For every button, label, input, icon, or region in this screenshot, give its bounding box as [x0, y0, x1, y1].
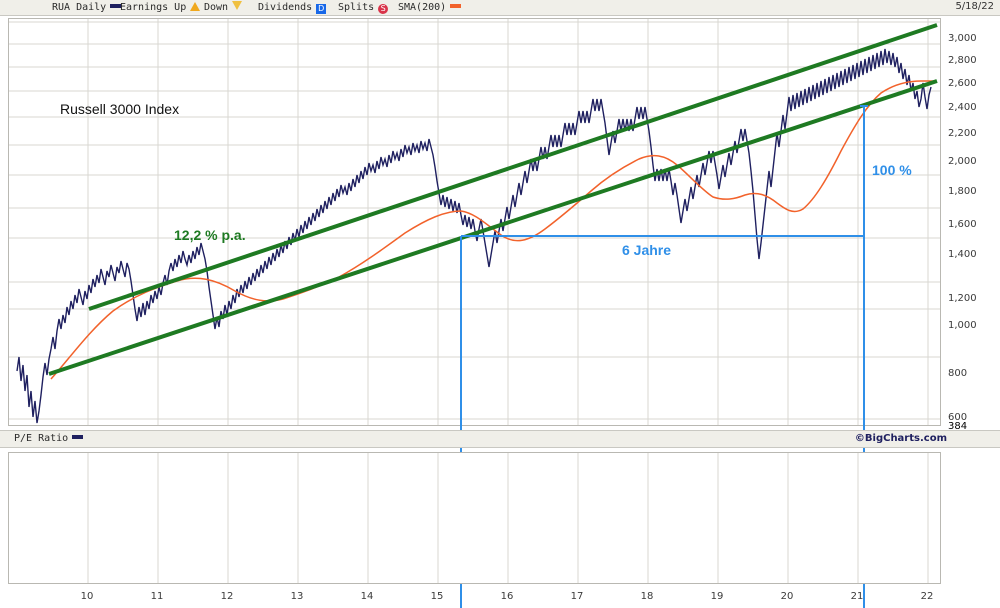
legend-item-symbol[interactable]: RUA Daily: [52, 1, 122, 14]
legend-item-splits[interactable]: Splits S: [338, 1, 389, 14]
x-tick-label: 19: [710, 591, 724, 602]
y-tick-label: 2,200: [948, 128, 977, 139]
triangle-up-icon: [190, 2, 201, 11]
price-chart-panel[interactable]: [8, 18, 941, 426]
y-tick-label: 1,200: [948, 293, 977, 304]
pe-legend-bar: P/E Ratio ©BigCharts.com: [0, 430, 1000, 448]
legend-symbol-label: RUA Daily: [52, 2, 107, 13]
price-y-axis: 3,000 2,800 2,600 2,400 2,200 2,000 1,80…: [944, 18, 1000, 432]
price-series-plot: [16, 23, 938, 424]
legend-item-earnings-up[interactable]: Earnings Up: [120, 1, 201, 14]
split-badge-icon: S: [378, 4, 389, 14]
legend-dividends-label: Dividends: [258, 2, 313, 13]
x-tick-label: 17: [570, 591, 584, 602]
x-tick-label: 20: [780, 591, 794, 602]
y-tick-label: 2,600: [948, 78, 977, 89]
channel-lower-line: [48, 79, 938, 376]
gain-annotation: 100 %: [872, 162, 912, 178]
x-tick-label: 10: [80, 591, 94, 602]
time-x-axis: 10 11 12 13 14 15 16 17 18 19 20 21 22: [8, 586, 941, 608]
triangle-down-icon: [232, 1, 243, 10]
chart-legend-bar: RUA Daily Earnings Up Down Dividends D Sp…: [0, 0, 1000, 16]
chart-title-annotation: Russell 3000 Index: [60, 101, 180, 117]
legend-item-dividends[interactable]: Dividends D: [258, 1, 327, 14]
pe-legend-item[interactable]: P/E Ratio: [14, 433, 84, 444]
duration-annotation: 6 Jahre: [622, 242, 672, 258]
y-tick-label: 1,000: [948, 320, 977, 331]
x-tick-label: 12: [220, 591, 234, 602]
navy-line-swatch-icon: [110, 4, 122, 8]
price-grid: [9, 19, 940, 425]
x-tick-label: 15: [430, 591, 444, 602]
quote-date: 5/18/22: [955, 1, 994, 12]
pe-ratio-panel[interactable]: [8, 452, 941, 584]
y-tick-label: 1,400: [948, 249, 977, 260]
legend-item-sma[interactable]: SMA(200): [398, 1, 462, 14]
navy-line-swatch-icon: [72, 435, 84, 439]
legend-item-earnings-down[interactable]: Down: [204, 1, 243, 14]
y-tick-label: 600: [948, 412, 968, 423]
x-tick-label: 21: [850, 591, 864, 602]
pe-legend-label: P/E Ratio: [14, 433, 69, 444]
y-tick-label: 3,000: [948, 33, 977, 44]
x-tick-label: 13: [290, 591, 304, 602]
pe-grid: [87, 453, 929, 583]
y-tick-label: 2,000: [948, 156, 977, 167]
y-tick-label: 1,600: [948, 219, 977, 230]
price-line-rua: [16, 48, 932, 424]
y-tick-label: 800: [948, 368, 968, 379]
x-tick-label: 14: [360, 591, 374, 602]
dividend-badge-icon: D: [316, 4, 327, 14]
legend-sma-label: SMA(200): [398, 2, 447, 13]
x-tick-label: 18: [640, 591, 654, 602]
orange-line-swatch-icon: [450, 4, 462, 8]
y-tick-label-last: 384: [948, 421, 968, 432]
x-tick-label: 11: [150, 591, 164, 602]
legend-splits-label: Splits: [338, 2, 375, 13]
x-tick-label: 16: [500, 591, 514, 602]
bigcharts-watermark: ©BigCharts.com: [854, 433, 947, 444]
legend-earnings-down-label: Down: [204, 2, 229, 13]
y-tick-label: 1,800: [948, 186, 977, 197]
sma200-line: [50, 80, 934, 380]
legend-earnings-up-label: Earnings Up: [120, 2, 187, 13]
cagr-annotation: 12,2 % p.a.: [174, 227, 246, 243]
channel-upper-line: [88, 23, 938, 311]
x-tick-label: 22: [920, 591, 934, 602]
y-tick-label: 2,800: [948, 55, 977, 66]
y-tick-label: 2,400: [948, 102, 977, 113]
